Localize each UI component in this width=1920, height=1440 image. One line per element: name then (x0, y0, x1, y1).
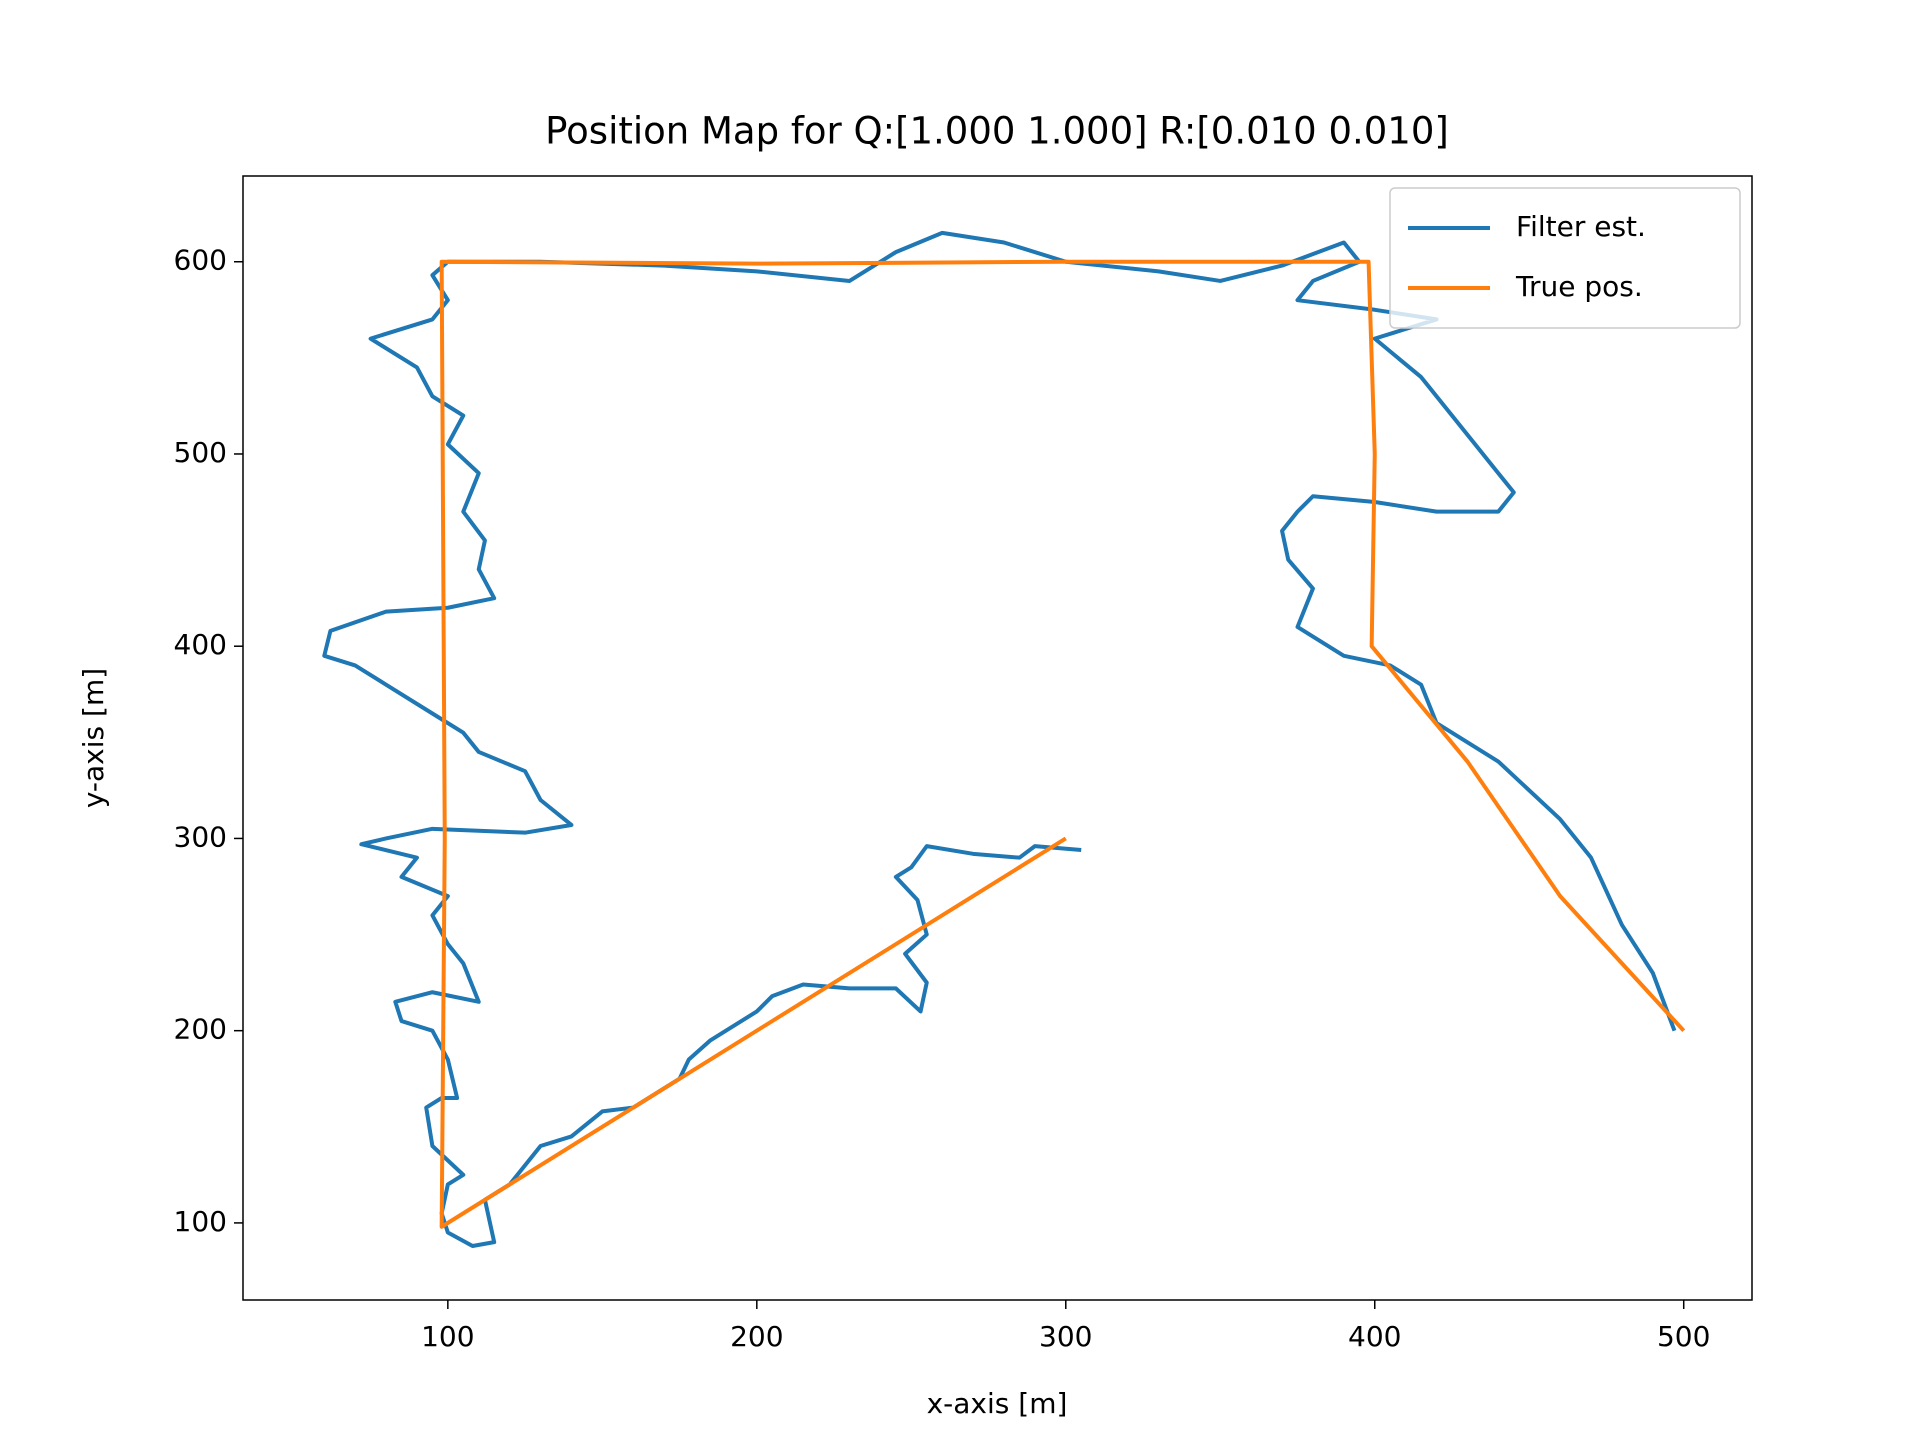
y-tick-label: 100 (174, 1205, 227, 1238)
data-line (439, 259, 1686, 1229)
x-tick-label: 300 (1039, 1320, 1092, 1353)
y-axis-label: y-axis [m] (77, 668, 110, 808)
y-tick-label: 200 (174, 1013, 227, 1046)
x-tick-label: 400 (1348, 1320, 1401, 1353)
plot-frame (242, 175, 1753, 1301)
y-tick-label: 500 (174, 436, 227, 469)
x-axis-label: x-axis [m] (927, 1387, 1068, 1420)
legend-label: True pos. (1515, 270, 1643, 303)
x-tick-label: 100 (421, 1320, 474, 1353)
y-tick-label: 400 (174, 628, 227, 661)
x-tick-label: 200 (730, 1320, 783, 1353)
y-tick-label: 600 (174, 244, 227, 277)
legend-box (1389, 187, 1741, 329)
legend-label: Filter est. (1516, 210, 1646, 243)
chart-title: Position Map for Q:[1.000 1.000] R:[0.01… (545, 110, 1449, 153)
y-tick-label: 300 (174, 820, 227, 853)
x-tick-label: 500 (1657, 1320, 1710, 1353)
